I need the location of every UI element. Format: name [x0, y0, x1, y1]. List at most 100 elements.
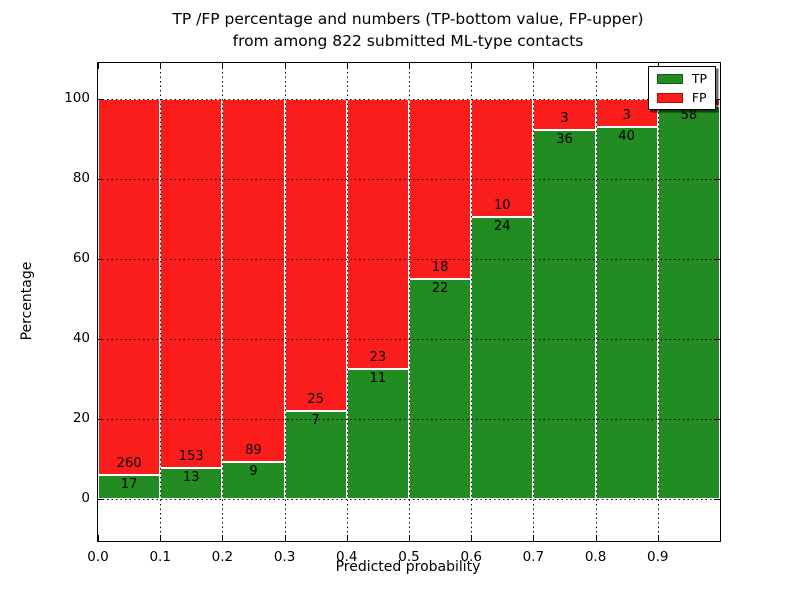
x-tick-top [595, 63, 597, 69]
y-tick-label: 20 [72, 410, 90, 426]
x-tick-label: 0.2 [211, 549, 234, 565]
x-tick-bottom [657, 535, 659, 541]
y-tick-left [98, 259, 104, 260]
y-tick-right [714, 179, 720, 180]
x-tick-label: 0.7 [522, 549, 545, 565]
x-tick-bottom [160, 535, 162, 541]
x-tick-bottom [222, 535, 224, 541]
legend-item-tp: TP [656, 71, 707, 86]
gridline-vertical [346, 63, 348, 541]
gridline-horizontal [98, 99, 720, 100]
chart-title-line1: TP /FP percentage and numbers (TP-bottom… [172, 10, 644, 28]
x-tick-label: 0.6 [460, 549, 482, 565]
chart-title: TP /FP percentage and numbers (TP-bottom… [97, 8, 719, 52]
x-tick-label: 0.8 [584, 549, 607, 565]
y-tick-left [98, 419, 104, 420]
bar-segment-fp [284, 99, 347, 412]
tp-legend-label: TP [691, 71, 707, 86]
fp-count-label: 153 [178, 448, 204, 464]
y-tick-label: 40 [72, 330, 90, 346]
chart-title-line2: from among 822 submitted ML-type contact… [232, 32, 584, 50]
y-tick-label: 60 [72, 250, 90, 266]
bar-segment-tp [98, 474, 161, 499]
x-tick-label: 0.1 [149, 549, 171, 565]
bar-segment-fp [346, 99, 409, 370]
gridline-horizontal [98, 259, 720, 260]
y-tick-label: 80 [72, 170, 90, 186]
x-tick-label: 0.3 [273, 549, 296, 565]
x-tick-bottom [346, 535, 348, 541]
tp-count-label: 13 [183, 469, 200, 485]
tp-count-label: 17 [120, 476, 138, 492]
bar-segment-tp [471, 216, 534, 499]
y-tick-left [98, 179, 104, 180]
fp-count-label: 23 [369, 350, 387, 366]
gridline-vertical [222, 63, 224, 541]
plot-area: TP FP 260 17 153 13 89 9 25 7 23 11 18 22 10 24 3 36 3 40… [64, 62, 721, 565]
legend-item-fp: FP [656, 90, 707, 105]
gridline-vertical [409, 63, 410, 541]
x-tick-label: 0.9 [647, 549, 669, 565]
fp-count-label: 3 [560, 110, 569, 126]
tp-legend-swatch [656, 73, 683, 84]
gridline-vertical [595, 63, 597, 541]
y-tick-left [98, 339, 104, 340]
tp-count-label: 36 [556, 131, 573, 147]
tp-count-label: 9 [249, 464, 258, 480]
y-tick-label: 0 [81, 490, 90, 506]
bar-segment-fp [98, 99, 161, 475]
fp-count-label: 10 [494, 197, 511, 213]
x-tick-top [222, 63, 224, 69]
y-tick-right [714, 339, 720, 340]
tp-count-label: 22 [431, 281, 449, 296]
fp-count-label: 3 [622, 108, 631, 123]
x-tick-bottom [409, 535, 410, 541]
x-tick-bottom [533, 535, 535, 541]
x-tick-label: 0.4 [336, 549, 358, 565]
gridline-vertical [657, 63, 659, 541]
bar-segment-fp [222, 99, 285, 463]
x-tick-bottom [98, 535, 99, 541]
x-tick-top [346, 63, 348, 69]
bar-segment-fp [160, 99, 223, 468]
gridline-horizontal [98, 499, 720, 500]
gridline-vertical [471, 63, 473, 541]
tp-count-label: 40 [618, 129, 635, 144]
gridline-horizontal [98, 339, 720, 340]
fp-count-label: 25 [307, 392, 324, 408]
tp-count-label: 58 [680, 107, 698, 123]
gridline-vertical [160, 63, 162, 541]
bar-segment-tp [346, 369, 409, 499]
fp-legend-label: FP [691, 90, 707, 105]
bar-segment-fp [409, 99, 472, 279]
fp-legend-swatch [656, 92, 683, 103]
bar-segment-tp [409, 279, 472, 499]
y-tick-right [714, 419, 720, 420]
gridline-vertical [284, 63, 286, 541]
x-tick-label: 0.5 [398, 549, 420, 565]
y-tick-right [714, 99, 720, 100]
y-axis-label: Percentage [19, 261, 35, 341]
fp-count-label: 260 [116, 455, 142, 471]
x-tick-top [98, 63, 99, 69]
gridline-horizontal [98, 419, 720, 420]
bar-segment-tp [222, 462, 285, 499]
x-tick-top [284, 63, 286, 69]
y-tick-left [98, 99, 104, 100]
gridline-horizontal [98, 179, 720, 180]
y-tick-right [714, 259, 720, 260]
x-tick-bottom [284, 535, 286, 541]
x-tick-top [409, 63, 410, 69]
bar-segment-tp [595, 127, 658, 499]
bar-segment-tp [657, 105, 720, 499]
fp-count-label: 89 [245, 443, 262, 459]
y-tick-label: 100 [64, 90, 90, 106]
legend: TP FP [647, 66, 716, 110]
tp-count-label: 7 [311, 413, 320, 429]
gridline-vertical [533, 63, 535, 541]
y-tick-right [714, 499, 720, 500]
x-tick-bottom [471, 535, 473, 541]
x-tick-label: 0.0 [87, 549, 109, 565]
tp-count-label: 11 [369, 371, 387, 387]
